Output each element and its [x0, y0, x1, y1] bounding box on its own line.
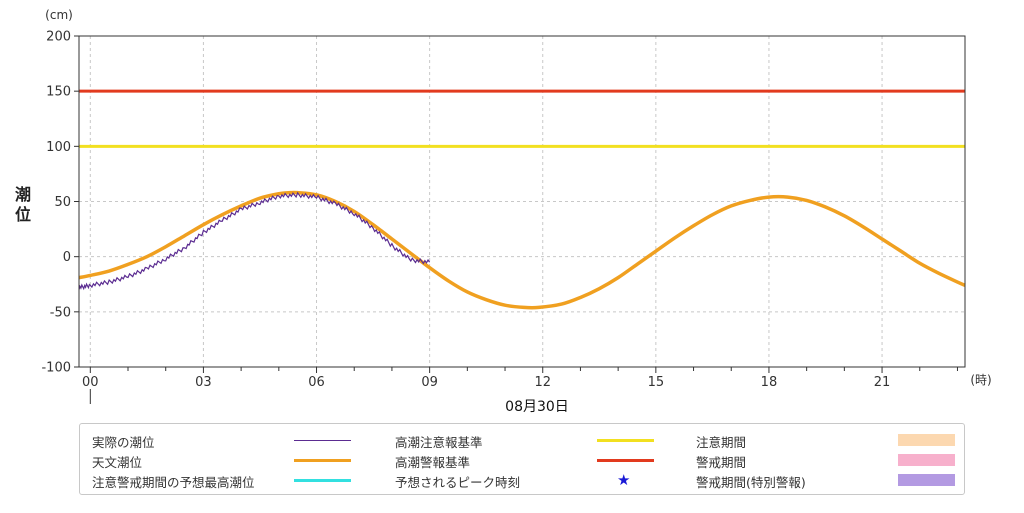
- axis-ticks: -100 -50 0 50 100 150 200 00 03 06 09 12 15 18 21: [41, 30, 958, 404]
- x-axis-unit: (時): [970, 373, 991, 387]
- legend-swatch-astronomical-tide: [294, 459, 351, 462]
- legend-label-astronomical-tide: 天文潮位: [92, 455, 143, 470]
- series-lines: [78, 190, 966, 310]
- legend-swatch-advisory-standard: [597, 439, 654, 442]
- legend-label-warning-standard: 高潮警報基準: [395, 455, 471, 470]
- legend-label-advisory-period: 注意期間: [696, 435, 747, 450]
- x-tick-label: 00: [82, 375, 99, 390]
- legend-label-forecast-max-tide: 注意警戒期間の予想最高潮位: [92, 475, 255, 490]
- x-tick-label: 06: [308, 375, 325, 390]
- star-icon: ★: [617, 471, 631, 489]
- legend-swatch-forecast-max-tide: [294, 479, 351, 482]
- x-tick-label: 09: [421, 375, 438, 390]
- x-tick-label: 15: [648, 375, 665, 390]
- threshold-lines: [79, 89, 965, 148]
- date-label: 08月30日: [505, 399, 569, 415]
- grid: [79, 36, 965, 367]
- y-tick-label: 100: [46, 140, 71, 155]
- legend-swatch-advisory-period: [898, 434, 955, 446]
- legend-label-warning-period: 警戒期間: [696, 455, 747, 470]
- legend-swatch-special-warning-period: [898, 474, 955, 486]
- legend-label-special-warning-period: 警戒期間(特別警報): [696, 475, 806, 490]
- legend-swatch-actual-tide: [294, 440, 351, 441]
- legend-label-peak-time: 予想されるピーク時刻: [395, 475, 521, 490]
- series-line-actual-tide: [78, 191, 431, 291]
- legend-swatch-warning-standard: [597, 459, 654, 462]
- y-axis-label-char: 位: [15, 205, 31, 224]
- y-tick-label: -100: [41, 361, 71, 376]
- x-tick-label: 03: [195, 375, 212, 390]
- legend-swatch-warning-period: [898, 454, 955, 466]
- legend: 実際の潮位 天文潮位 注意警戒期間の予想最高潮位 高潮注意報基準 高潮警報基準 …: [79, 423, 965, 495]
- x-tick-label: 21: [874, 375, 891, 390]
- legend-label-actual-tide: 実際の潮位: [92, 435, 155, 450]
- y-tick-label: 150: [46, 85, 71, 100]
- series-line-astronomical-tide: [78, 190, 966, 310]
- tide-chart: -100 -50 0 50 100 150 200 00 03 06 09 12 15 18 21 (cm)…: [15, 8, 992, 415]
- legend-label-advisory-standard: 高潮注意報基準: [395, 435, 483, 450]
- y-axis-unit: (cm): [45, 8, 73, 22]
- y-tick-label: -50: [50, 305, 71, 320]
- y-tick-label: 200: [46, 30, 71, 45]
- y-tick-label: 0: [63, 250, 71, 265]
- x-tick-label: 12: [534, 375, 551, 390]
- y-tick-label: 50: [54, 195, 71, 210]
- y-axis-label: 潮位: [15, 185, 31, 224]
- y-axis-label-char: 潮: [15, 185, 31, 204]
- x-tick-label: 18: [761, 375, 778, 390]
